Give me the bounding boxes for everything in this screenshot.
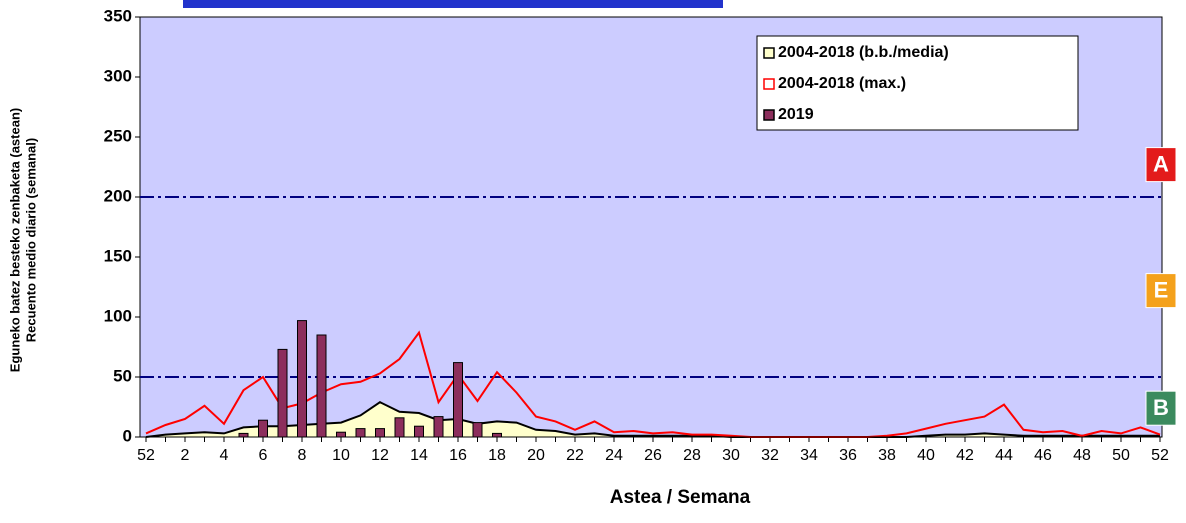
zone-label: B (1153, 395, 1169, 420)
y-tick-label: 150 (104, 246, 132, 265)
zone-badge (1145, 273, 1177, 309)
bar (394, 417, 405, 438)
x-tick-label: 50 (1112, 447, 1130, 464)
legend-swatch (763, 109, 775, 121)
x-tick-label: 14 (410, 447, 428, 464)
x-tick-label: 52 (137, 447, 155, 464)
x-tick-label: 30 (722, 447, 740, 464)
bar (433, 416, 444, 438)
zone-badge (1145, 390, 1177, 426)
y-tick-label: 0 (123, 426, 132, 445)
x-tick-label: 20 (527, 447, 545, 464)
x-tick-label: 48 (1073, 447, 1091, 464)
bar (355, 428, 366, 438)
x-tick-label: 42 (956, 447, 974, 464)
y-tick-label: 200 (104, 186, 132, 205)
x-tick-label: 26 (644, 447, 662, 464)
y-tick-label: 50 (113, 366, 132, 385)
x-tick-label: 6 (259, 447, 268, 464)
x-tick-label: 36 (839, 447, 857, 464)
x-tick-label: 10 (332, 447, 350, 464)
bar (453, 362, 463, 438)
bar (277, 348, 288, 438)
y-axis-title: Recuento medio diario (semanal) (23, 138, 38, 342)
x-tick-label: 8 (298, 447, 307, 464)
line (145, 401, 1160, 438)
zone-badge (1145, 147, 1177, 183)
legend-swatch (763, 78, 775, 90)
bar (336, 431, 346, 438)
x-axis-title: Astea / Semana (610, 487, 751, 508)
bar (492, 432, 502, 438)
line (145, 330, 1161, 438)
legend (756, 35, 1079, 131)
bar (414, 425, 424, 438)
x-tick-label: 38 (878, 447, 896, 464)
x-tick-label: 12 (371, 447, 389, 464)
x-tick-label: 40 (917, 447, 935, 464)
legend-label: 2019 (778, 106, 814, 123)
x-tick-label: 22 (566, 447, 584, 464)
x-tick-label: 2 (181, 447, 190, 464)
y-tick-label: 250 (104, 126, 132, 145)
title-banner (183, 0, 723, 8)
zone-label: A (1153, 151, 1169, 176)
x-tick-label: 4 (220, 447, 229, 464)
bar (297, 320, 307, 438)
x-tick-label: 28 (683, 447, 701, 464)
bar (238, 432, 249, 438)
legend-swatch (763, 47, 775, 59)
y-axis-title: Eguneko batez besteko zenbaketa (astean) (7, 108, 22, 372)
zone-label: E (1154, 277, 1169, 302)
y-tick-label: 100 (104, 306, 132, 325)
x-tick-label: 34 (800, 447, 818, 464)
x-tick-label: 18 (488, 447, 506, 464)
y-tick-label: 300 (104, 66, 132, 85)
bar (375, 428, 385, 438)
x-tick-label: 46 (1034, 447, 1052, 464)
legend-label: 2004-2018 (max.) (778, 75, 906, 92)
x-tick-label: 52 (1151, 447, 1169, 464)
bar (316, 334, 327, 438)
x-tick-label: 44 (995, 447, 1013, 464)
x-tick-label: 24 (605, 447, 623, 464)
y-tick-label: 350 (104, 6, 132, 25)
x-tick-label: 16 (449, 447, 467, 464)
bar (472, 422, 483, 438)
x-tick-label: 32 (761, 447, 779, 464)
legend-label: 2004-2018 (b.b./media) (778, 44, 949, 61)
bar (258, 419, 268, 438)
